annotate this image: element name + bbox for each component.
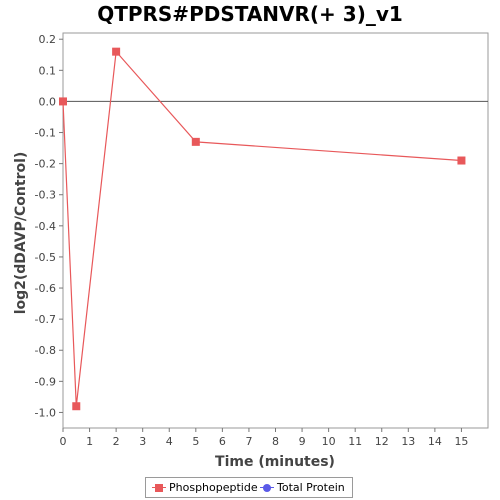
x-tick-label: 12 [375, 435, 389, 448]
x-tick-label: 1 [86, 435, 93, 448]
plot-frame [62, 32, 489, 429]
y-tick-label: -0.8 [35, 344, 56, 357]
x-tick-label: 10 [322, 435, 336, 448]
x-tick-label: 3 [139, 435, 146, 448]
legend-item-total-protein: Total Protein [260, 481, 345, 494]
x-tick-label: 6 [219, 435, 226, 448]
x-tick-label: 4 [166, 435, 173, 448]
phosphopeptide-swatch-icon [152, 482, 166, 494]
y-tick-label: 0.2 [39, 33, 57, 46]
y-tick-label: -1.0 [35, 406, 56, 419]
y-tick-label: -0.4 [35, 220, 56, 233]
x-tick-label: 7 [245, 435, 252, 448]
phosphopeptide-data-point [112, 47, 121, 56]
phosphopeptide-data-point [457, 156, 466, 165]
phosphopeptide-data-point [59, 97, 67, 106]
legend-item-phosphopeptide: Phosphopeptide [152, 481, 258, 494]
x-tick-label: 0 [60, 435, 67, 448]
chart-title: QTPRS#PDSTANVR(+ 3)_v1 [97, 2, 403, 26]
x-tick-label: 11 [348, 435, 362, 448]
y-tick-label: -0.7 [35, 313, 56, 326]
y-tick-label: -0.3 [35, 189, 56, 202]
phosphopeptide-data-point [191, 137, 200, 146]
legend-label-phosphopeptide: Phosphopeptide [169, 481, 258, 494]
x-tick-label: 5 [192, 435, 199, 448]
x-tick-label: 13 [401, 435, 415, 448]
phosphopeptide-data-point [72, 402, 81, 411]
y-tick-label: 0.1 [39, 64, 57, 77]
x-tick-label: 15 [454, 435, 468, 448]
y-tick-label: -0.1 [35, 127, 56, 140]
x-tick-label: 14 [428, 435, 442, 448]
y-tick-label: -0.6 [35, 282, 56, 295]
x-tick-label: 9 [299, 435, 306, 448]
x-tick-label: 8 [272, 435, 279, 448]
x-tick-label: 2 [113, 435, 120, 448]
y-tick-label: -0.2 [35, 158, 56, 171]
y-tick-label: -0.9 [35, 375, 56, 388]
legend-label-total-protein: Total Protein [277, 481, 345, 494]
y-tick-label: -0.5 [35, 251, 56, 264]
legend: Phosphopeptide Total Protein [145, 477, 353, 498]
x-axis-label: Time (minutes) [215, 454, 335, 470]
total-protein-swatch-icon [260, 482, 274, 494]
y-tick-label: 0.0 [39, 95, 57, 108]
y-axis-label: log2(dDAVP/Control) [13, 152, 29, 315]
